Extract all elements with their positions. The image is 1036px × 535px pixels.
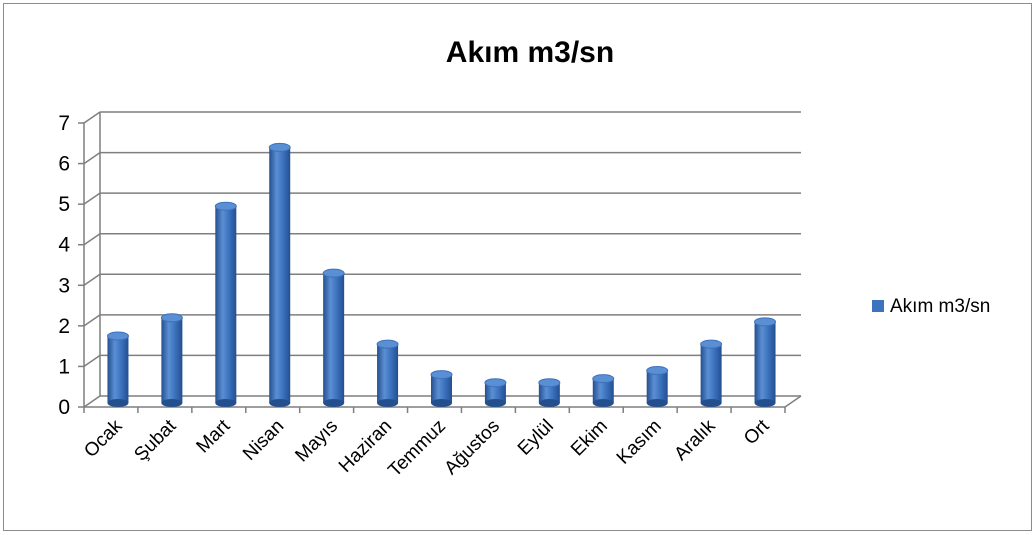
y-tick-label: 6 [58, 153, 70, 176]
bar-base [646, 399, 668, 407]
bar-base [161, 399, 183, 407]
bar-body [215, 206, 237, 403]
y-tick-label: 0 [58, 396, 70, 419]
y-tick-label: 3 [58, 274, 70, 297]
bar [430, 370, 453, 407]
bar-base [269, 399, 291, 407]
x-tick-label: Ocak [80, 415, 127, 462]
bar [592, 374, 615, 407]
bar-base [215, 399, 237, 407]
x-tick-label: Aralık [670, 415, 720, 465]
bar-base [323, 399, 345, 407]
bar [160, 313, 183, 407]
bars [106, 142, 777, 407]
bar-body [431, 374, 452, 403]
gridline-side [83, 314, 101, 327]
bar-body [592, 378, 614, 403]
bar-base [377, 399, 399, 407]
bar-base [484, 399, 506, 407]
gridline-side [83, 354, 101, 368]
bar-base [107, 399, 129, 407]
bar-body [377, 344, 399, 403]
bar-top [592, 374, 615, 384]
legend-label: Akım m3/sn [890, 296, 990, 317]
bar-top [106, 331, 129, 341]
bar-base [538, 399, 560, 407]
x-tick-label: Ort [740, 415, 774, 449]
x-axis-side [784, 395, 802, 408]
bar [754, 317, 777, 407]
bar-base [700, 399, 722, 407]
bar-top [430, 370, 453, 380]
y-tick-label: 1 [58, 355, 70, 378]
bar [214, 201, 237, 407]
bar [106, 331, 129, 407]
bar-body [107, 336, 129, 403]
bar [322, 268, 345, 407]
bar-body [646, 370, 668, 403]
legend: Akım m3/sn [872, 296, 990, 317]
bar-base [592, 399, 614, 407]
bar [484, 378, 507, 407]
bar-top [322, 268, 345, 278]
bar [646, 366, 669, 407]
y-tick-label: 5 [58, 193, 70, 216]
y-tick-label: 7 [58, 112, 70, 135]
y-tick-label: 2 [58, 315, 70, 338]
bar [700, 339, 723, 407]
gridline-side [83, 273, 101, 286]
gridline-side [83, 151, 101, 165]
x-tick-label: Eylül [514, 416, 558, 460]
bar-top [214, 201, 237, 211]
x-tick-label: Temmuz [384, 416, 450, 482]
bar-base [754, 399, 776, 407]
x-tick-label: Ağustos [441, 416, 504, 479]
bar-body [269, 147, 291, 403]
bar-body [538, 382, 560, 403]
bar-top [376, 339, 399, 349]
bar [268, 142, 291, 407]
bar-body [161, 317, 183, 403]
bar-body [754, 321, 776, 403]
x-tick-label: Kasım [613, 416, 666, 469]
x-tick-labels: Ocak Şubat Mart Nisan MayısHaziranTemmuzAğus… [80, 415, 774, 481]
bar-body [700, 344, 722, 403]
bar [376, 339, 399, 407]
bar [538, 378, 561, 407]
x-tick-label: Ekim [567, 416, 612, 461]
bar-top [160, 313, 183, 323]
x-tick-label: Mayıs [291, 416, 342, 467]
chart-title: Akım m3/sn [446, 36, 614, 69]
gridline-side [83, 192, 101, 205]
bar-top [268, 142, 291, 152]
bar-body [484, 382, 506, 403]
x-tick-label: Mart [193, 415, 235, 457]
legend-swatch [872, 300, 884, 312]
bar-top [538, 378, 561, 388]
gridline-side [83, 233, 101, 246]
bar-top [646, 366, 669, 376]
bar-base [431, 399, 452, 407]
bar-top [700, 339, 723, 349]
bar-top [754, 317, 777, 327]
x-tick-label: Nisan [239, 416, 288, 465]
chart-frame [3, 3, 1032, 531]
bar-top [484, 378, 507, 388]
bar-body [323, 273, 345, 403]
gridline-side [83, 395, 101, 408]
gridline-side [83, 111, 101, 124]
x-tick-label: Şubat [130, 415, 180, 465]
y-tick-label: 4 [58, 234, 70, 257]
